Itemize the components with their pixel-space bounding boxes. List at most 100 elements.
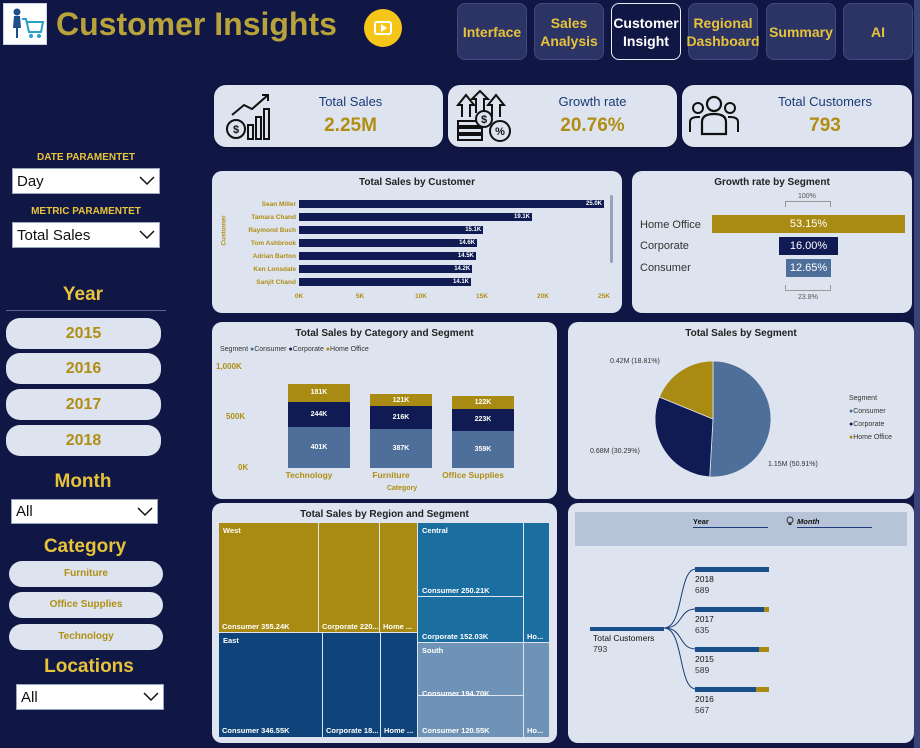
- customer-bar[interactable]: [299, 239, 478, 247]
- pie-legend: Segment ●Consumer ●Corporate ●Home Offic…: [849, 392, 892, 444]
- growth-bar[interactable]: 12.65%: [785, 259, 832, 277]
- stacked-segment-consumer[interactable]: 359K: [452, 431, 514, 468]
- legend-dot-consumer: ●: [849, 408, 854, 415]
- customer-bar[interactable]: [299, 213, 533, 221]
- treemap-label: Corporate 152.03K: [422, 632, 489, 641]
- month-heading: Month: [54, 471, 112, 492]
- metric-parameter-value: Total Sales: [17, 226, 91, 244]
- chevron-down-icon: [137, 506, 153, 516]
- locations-value: All: [21, 688, 38, 706]
- category-button-furniture[interactable]: Furniture: [9, 561, 163, 587]
- customer-bar[interactable]: [299, 226, 484, 234]
- decomp-year-value: 635: [695, 625, 710, 635]
- pie-slice-corporate[interactable]: [654, 396, 714, 478]
- treemap-cell[interactable]: [219, 523, 319, 633]
- kpi-total-customers-label: Total Customers: [778, 94, 872, 109]
- stacked-segment-home-office[interactable]: 181K: [288, 383, 350, 403]
- segment-label: Home Office: [640, 219, 701, 231]
- year-button-2015[interactable]: 2015: [6, 318, 161, 349]
- svg-text:$: $: [481, 114, 487, 126]
- decomp-bar-fill[interactable]: [695, 607, 764, 612]
- treemap-cell[interactable]: [219, 633, 323, 737]
- treemap-label: Consumer 250.21K: [422, 586, 490, 595]
- logo: [3, 3, 47, 45]
- customer-bar[interactable]: [299, 252, 476, 260]
- treemap-cell[interactable]: [319, 523, 380, 633]
- decomp-root-bar: [590, 627, 664, 631]
- kpi-total-customers-value: 793: [809, 115, 841, 136]
- treemap-label: Ho...: [527, 726, 544, 735]
- decomp-year-column[interactable]: Year: [693, 517, 709, 526]
- metric-parameter-label: METRIC PARAMENTET: [31, 206, 141, 217]
- nav-regional-dashboard[interactable]: Regional Dashboard: [686, 3, 760, 60]
- stacked-segment-consumer[interactable]: 387K: [370, 428, 432, 468]
- growth-bar[interactable]: 16.00%: [779, 237, 838, 255]
- nav-customer-insight[interactable]: Customer Insight: [611, 3, 681, 60]
- pie-legend-home-office: Home Office: [853, 434, 893, 441]
- stacked-segment-home-office[interactable]: 121K: [370, 394, 432, 407]
- customer-bar[interactable]: [299, 265, 473, 273]
- customer-bar-label: 14.6K: [459, 240, 476, 246]
- pie-slice-home-office[interactable]: [658, 360, 714, 420]
- region-segment-card: Total Sales by Region and Segment West C…: [212, 503, 557, 743]
- year-button-2016[interactable]: 2016: [6, 353, 161, 384]
- decomp-bar-fill[interactable]: [695, 567, 769, 572]
- year-button-2018[interactable]: 2018: [6, 425, 161, 456]
- metric-parameter-dropdown[interactable]: Total Sales: [12, 222, 160, 248]
- decomp-bar-fill[interactable]: [695, 647, 759, 652]
- nav-ai[interactable]: AI: [843, 3, 913, 60]
- nav-summary[interactable]: Summary: [766, 3, 836, 60]
- category-button-office-supplies[interactable]: Office Supplies: [9, 592, 163, 618]
- stacked-segment-corporate[interactable]: 223K: [452, 408, 514, 432]
- date-parameter-label: DATE PARAMENTET: [37, 152, 135, 163]
- chevron-down-icon: [139, 230, 155, 240]
- nav-interface[interactable]: Interface: [457, 3, 527, 60]
- month-dropdown[interactable]: All: [11, 499, 158, 524]
- growth-by-segment-title: Growth rate by Segment: [714, 177, 830, 188]
- treemap-label: Corporate 220...: [322, 622, 379, 631]
- treemap-cell[interactable]: [418, 643, 524, 696]
- growth-bars: 53.15% 16.00% 12.65%: [712, 215, 907, 281]
- treemap-cell[interactable]: [380, 523, 418, 633]
- treemap-cell[interactable]: [418, 696, 524, 737]
- legend-consumer: Consumer: [254, 346, 287, 353]
- stacked-segment-home-office[interactable]: 122K: [452, 396, 514, 409]
- legend-title: Segment: [220, 346, 249, 353]
- play-button[interactable]: [364, 9, 402, 47]
- decomp-month-column[interactable]: Month: [797, 517, 820, 526]
- stacked-segment-consumer[interactable]: 401K: [288, 427, 350, 468]
- year-button-2017[interactable]: 2017: [6, 389, 161, 420]
- treemap-cell[interactable]: [418, 597, 524, 643]
- treemap-cell[interactable]: [524, 643, 549, 737]
- region-east-label: East: [223, 636, 239, 645]
- treemap-cell[interactable]: [418, 523, 524, 597]
- kpi-total-sales: $ Total Sales 2.25M: [214, 85, 443, 147]
- customer-chart-scrollbar[interactable]: [610, 195, 613, 263]
- decomp-year-label[interactable]: 2017: [695, 614, 714, 624]
- category-button-technology[interactable]: Technology: [9, 624, 163, 650]
- stacked-segment-corporate[interactable]: 244K: [288, 402, 350, 428]
- treemap-cell[interactable]: [524, 523, 549, 643]
- sales-by-segment-card: Total Sales by Segment 0.42M (18.81%) 0.…: [568, 322, 914, 499]
- customer-bar-label: 14.1K: [453, 279, 470, 285]
- customer-bar[interactable]: [299, 200, 604, 208]
- growth-bar[interactable]: 53.15%: [712, 215, 905, 233]
- chevron-down-icon: [143, 692, 159, 702]
- nav-sales-analysis[interactable]: Sales Analysis: [534, 3, 604, 60]
- stacked-segment-corporate[interactable]: 216K: [370, 406, 432, 429]
- treemap-cell[interactable]: [323, 633, 381, 737]
- decomp-year-label[interactable]: 2016: [695, 694, 714, 704]
- date-parameter-dropdown[interactable]: Day: [12, 168, 160, 194]
- segment-label: Corporate: [640, 240, 689, 252]
- legend-corporate: Corporate: [292, 346, 324, 353]
- locations-dropdown[interactable]: All: [16, 684, 164, 710]
- pie-slice-consumer[interactable]: [709, 360, 772, 478]
- customer-name: Adrian Barton: [252, 253, 296, 260]
- decomp-bar-fill[interactable]: [695, 687, 757, 692]
- region-south-label: South: [422, 646, 444, 655]
- decomp-year-label[interactable]: 2015: [695, 654, 714, 664]
- scrollbar[interactable]: [914, 0, 920, 748]
- decomp-year-label[interactable]: 2018: [695, 574, 714, 584]
- customer-bar[interactable]: [299, 278, 472, 286]
- treemap-cell[interactable]: [381, 633, 418, 737]
